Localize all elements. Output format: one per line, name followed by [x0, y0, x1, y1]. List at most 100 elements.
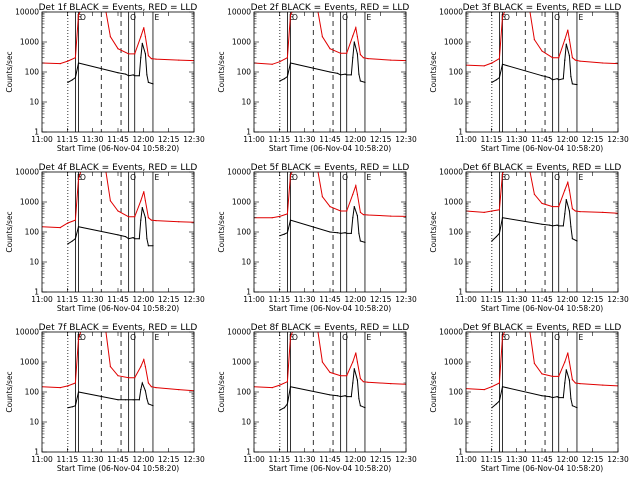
y-tick-label: 1000 [232, 358, 251, 367]
lld-point [147, 382, 149, 384]
x-tick-label: 11:00 [31, 295, 53, 304]
events-point [570, 398, 572, 400]
events-point [571, 238, 574, 240]
y-tick-label: 1000 [444, 358, 463, 367]
lld-point [568, 39, 571, 41]
events-point [283, 233, 285, 235]
x-tick-label: 12:00 [557, 295, 579, 304]
x-tick-label: 11:45 [319, 135, 341, 144]
panel-title: Det 7f BLACK = Events, RED = LLD [39, 323, 198, 333]
lld-point [144, 36, 146, 38]
detector-panel-6: EO O E11:00 11:15 11:30 11:45 12:00 12:15 12:30S… [429, 163, 629, 313]
marker-lines: EO O E [67, 172, 159, 292]
x-tick-label: 11:30 [506, 295, 528, 304]
lld-point [144, 366, 146, 368]
y-tick-label: 1 [34, 288, 39, 297]
lld-series-line [466, 12, 618, 67]
events-point [279, 80, 281, 82]
y-tick-label: 10000 [227, 328, 251, 337]
marker-lines: EO O E [67, 332, 159, 452]
lld-point [355, 185, 357, 187]
y-axis-label: Counts/sec [429, 371, 438, 412]
lld-point [286, 57, 288, 59]
events-point [141, 42, 143, 45]
lld-point [571, 57, 574, 59]
lld-point [571, 208, 574, 210]
lld-point [501, 336, 504, 338]
marker-label: O [554, 13, 560, 22]
y-tick-label: 1000 [20, 358, 39, 367]
y-axis-label: Counts/sec [217, 51, 226, 92]
lld-point [128, 216, 130, 218]
x-tick-label: 11:30 [82, 455, 104, 464]
events-point [358, 398, 360, 400]
lld-point [498, 209, 500, 211]
lld-point [367, 58, 369, 60]
events-point [141, 382, 143, 384]
events-point [344, 395, 346, 397]
events-point [350, 232, 352, 234]
lld-point [367, 214, 369, 216]
lld-point [74, 219, 76, 221]
events-point [501, 217, 504, 219]
lld-point [491, 210, 493, 212]
y-tick-label: 1 [458, 448, 463, 457]
y-axis: 1 10 100 1000 10000 Counts/sec [429, 8, 618, 137]
events-point [146, 238, 148, 240]
x-tick-label: 12:15 [582, 135, 604, 144]
events-point [352, 57, 354, 59]
series-lines [254, 332, 406, 411]
x-axis: 11:00 11:15 11:30 11:45 12:00 12:15 12:30 Start… [455, 332, 629, 473]
lld-point [178, 59, 180, 61]
x-axis: 11:00 11:15 11:30 11:45 12:00 12:15 12:30 Start… [31, 12, 205, 153]
events-point [283, 78, 285, 80]
lld-point [567, 181, 569, 183]
x-tick-label: 12:15 [158, 455, 180, 464]
marker-label: E [501, 333, 506, 342]
events-point [346, 232, 348, 234]
lld-point [574, 59, 577, 61]
lld-point [359, 211, 361, 213]
lld-point [271, 63, 273, 65]
marker-label: E [366, 13, 371, 22]
x-axis-label: Start Time (06-Nov-04 10:58:20) [481, 304, 603, 313]
events-point [359, 405, 361, 407]
events-point [352, 382, 354, 384]
events-point [570, 76, 572, 78]
events-point [576, 84, 578, 86]
events-point [67, 243, 69, 245]
lld-point [77, 178, 80, 180]
lld-point [558, 57, 560, 59]
lld-point [564, 189, 566, 191]
x-axis-label: Start Time (06-Nov-04 10:58:20) [57, 304, 179, 313]
events-point [77, 391, 80, 393]
y-axis-label: Counts/sec [5, 211, 14, 252]
lld-point [340, 210, 342, 212]
events-point [568, 379, 571, 381]
events-series-line [67, 381, 154, 409]
x-axis-label: Start Time (06-Nov-04 10:58:20) [269, 304, 391, 313]
events-point [117, 234, 119, 236]
events-point [495, 403, 497, 405]
lld-series-line [254, 12, 406, 65]
lld-point [541, 202, 543, 204]
lld-point [567, 29, 569, 31]
events-point [141, 207, 143, 209]
events-point [146, 398, 148, 400]
x-axis: 11:00 11:15 11:30 11:45 12:00 12:15 12:30 Start… [243, 12, 417, 153]
lld-point [74, 57, 76, 59]
x-axis-label: Start Time (06-Nov-04 10:58:20) [57, 144, 179, 153]
events-point [364, 81, 366, 83]
marker-label: E [289, 13, 294, 22]
events-point [337, 395, 339, 397]
events-point [356, 379, 358, 381]
x-tick-label: 11:45 [531, 135, 553, 144]
panel-title: Det 9f BLACK = Events, RED = LLD [463, 323, 622, 333]
y-tick-label: 1000 [232, 38, 251, 47]
marker-label: E [501, 13, 506, 22]
x-axis: 11:00 11:15 11:30 11:45 12:00 12:15 12:30 Start… [243, 172, 417, 313]
events-point [549, 396, 551, 398]
x-tick-label: 11:45 [531, 455, 553, 464]
events-point [289, 386, 292, 388]
lld-point [579, 383, 581, 385]
